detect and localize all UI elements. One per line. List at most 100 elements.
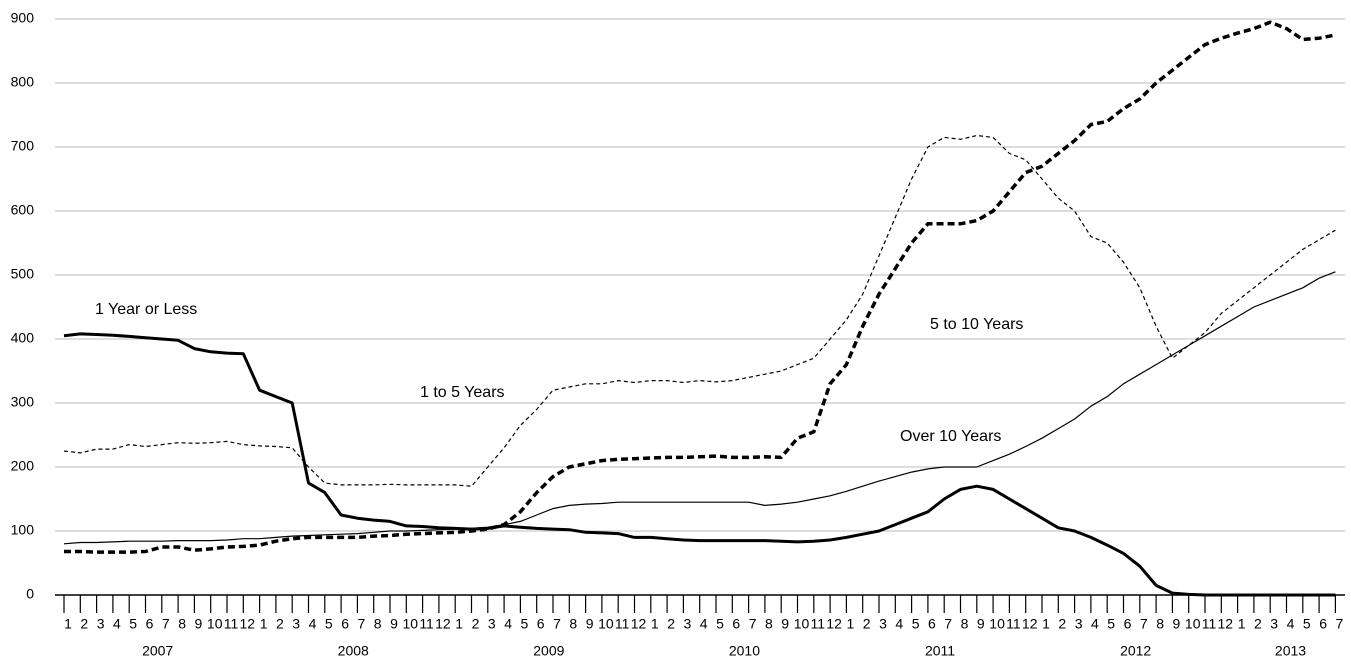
x-tick-label: 8 [374,616,382,632]
x-tick-label: 5 [1303,616,1311,632]
x-tick-label: 1 [455,616,463,632]
x-tick-label: 7 [944,616,952,632]
y-tick-label: 600 [11,202,35,218]
x-tick-label: 7 [358,616,366,632]
x-tick-label: 7 [553,616,561,632]
x-tick-label: 10 [207,616,223,632]
x-tick-label: 6 [1124,616,1132,632]
x-tick-label: 4 [1091,616,1099,632]
series-label: 5 to 10 Years [930,316,1023,333]
x-tick-label: 2 [472,616,480,632]
x-tick-label: 6 [1319,616,1327,632]
x-tick-label: 11 [1202,616,1217,632]
y-tick-label: 300 [11,394,35,410]
x-tick-label: 9 [390,616,398,632]
x-tick-label: 10 [794,616,810,632]
y-tick-label: 0 [26,586,34,602]
x-tick-label: 2 [80,616,88,632]
x-tick-label: 1 [64,616,72,632]
x-tick-label: 4 [113,616,121,632]
x-tick-label: 7 [749,616,757,632]
series-label: 1 Year or Less [95,301,197,318]
x-tick-label: 8 [765,616,773,632]
x-tick-label: 3 [1075,616,1083,632]
x-tick-label: 7 [1140,616,1148,632]
x-tick-label: 10 [403,616,419,632]
x-tick-label: 9 [195,616,203,632]
x-tick-label: 11 [224,616,239,632]
x-tick-label: 10 [989,616,1005,632]
x-tick-label: 12 [826,616,842,632]
x-tick-label: 2 [1254,616,1262,632]
series-label: 1 to 5 Years [420,384,505,401]
x-tick-label: 1 [1042,616,1050,632]
y-tick-label: 700 [11,138,35,154]
x-tick-label: 8 [1156,616,1164,632]
x-tick-label: 12 [631,616,647,632]
x-tick-label: 6 [537,616,545,632]
x-tick-label: 9 [781,616,789,632]
x-tick-label: 1 [1238,616,1246,632]
series-line [63,134,1336,487]
x-tick-label: 2 [863,616,871,632]
x-tick-label: 2 [667,616,675,632]
y-tick-label: 200 [11,458,35,474]
y-tick-label: 800 [11,74,35,90]
x-tick-label: 3 [1270,616,1278,632]
x-tick-label: 5 [1107,616,1115,632]
x-tick-label: 1 [260,616,268,632]
x-tick-label: 6 [341,616,349,632]
x-tick-label: 3 [292,616,300,632]
x-tick-label: 3 [684,616,692,632]
x-tick-label: 2 [1058,616,1066,632]
x-tick-label: 4 [309,616,317,632]
x-tick-label: 6 [146,616,154,632]
series-line [64,20,1336,554]
x-tick-label: 2 [276,616,284,632]
x-tick-label: 5 [521,616,529,632]
x-tick-label: 9 [1173,616,1181,632]
x-tick-label: 8 [569,616,577,632]
x-tick-label: 11 [1006,616,1021,632]
x-tick-label: 8 [961,616,969,632]
x-tick-label: 12 [435,616,451,632]
x-tick-label: 7 [162,616,170,632]
x-tick-label: 1 [651,616,659,632]
x-tick-label: 10 [598,616,614,632]
x-tick-label: 8 [178,616,186,632]
x-tick-label: 5 [912,616,920,632]
year-label: 2008 [338,643,369,659]
x-tick-label: 4 [1287,616,1295,632]
x-tick-label: 4 [700,616,708,632]
series-line [63,271,1336,545]
x-tick-label: 5 [325,616,333,632]
x-tick-label: 3 [97,616,105,632]
x-tick-label: 12 [240,616,256,632]
x-tick-label: 11 [811,616,826,632]
x-tick-label: 1 [847,616,855,632]
x-tick-label: 12 [1218,616,1234,632]
x-tick-label: 11 [615,616,630,632]
y-tick-label: 100 [11,522,35,538]
x-tick-label: 6 [732,616,740,632]
x-tick-label: 10 [1185,616,1201,632]
year-label: 2007 [142,643,173,659]
x-tick-label: 9 [977,616,985,632]
x-tick-label: 5 [716,616,724,632]
x-tick-label: 4 [504,616,512,632]
y-tick-label: 500 [11,266,35,282]
year-label: 2013 [1275,643,1306,659]
x-tick-label: 12 [1022,616,1038,632]
year-label: 2011 [925,643,955,659]
x-tick-label: 4 [895,616,903,632]
x-tick-label: 3 [879,616,887,632]
x-tick-label: 3 [488,616,496,632]
x-tick-label: 6 [928,616,936,632]
series-line [63,332,1336,597]
series-label: Over 10 Years [900,428,1001,445]
year-label: 2010 [729,643,760,659]
x-tick-label: 7 [1336,616,1344,632]
x-tick-label: 9 [586,616,594,632]
year-label: 2009 [533,643,564,659]
